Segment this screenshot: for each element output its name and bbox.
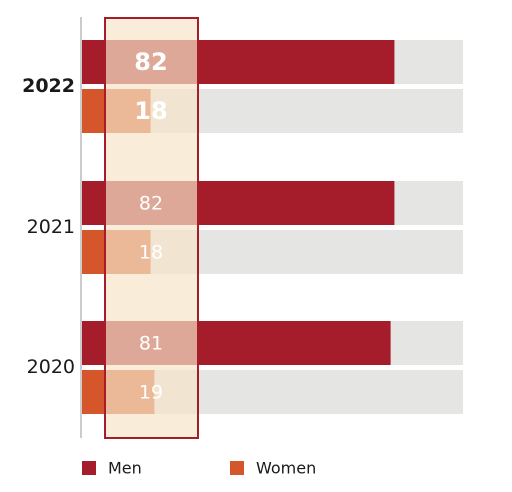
data-label-2021-men: 82 — [139, 193, 163, 215]
data-label-2022-women: 18 — [134, 97, 167, 125]
data-label-2020-women: 19 — [139, 382, 163, 404]
legend-label-women: Women — [256, 459, 316, 478]
tick-label-2022: 2022 — [22, 75, 75, 97]
tick-label-2020: 2020 — [27, 356, 75, 378]
data-label-2020-men: 81 — [139, 333, 163, 355]
data-label-2021-women: 18 — [139, 242, 163, 264]
highlight-band — [104, 17, 199, 439]
tick-label-2021: 2021 — [27, 216, 75, 238]
legend-swatch-women — [230, 461, 244, 475]
legend-swatch-men — [82, 461, 96, 475]
legend-label-men: Men — [108, 459, 142, 478]
data-label-2022-men: 82 — [134, 48, 167, 76]
value-labels: 82 18 82 18 81 19 — [134, 48, 167, 404]
year-tick-labels: 2022 2021 2020 — [22, 75, 75, 378]
legend: Men Women — [82, 459, 316, 478]
